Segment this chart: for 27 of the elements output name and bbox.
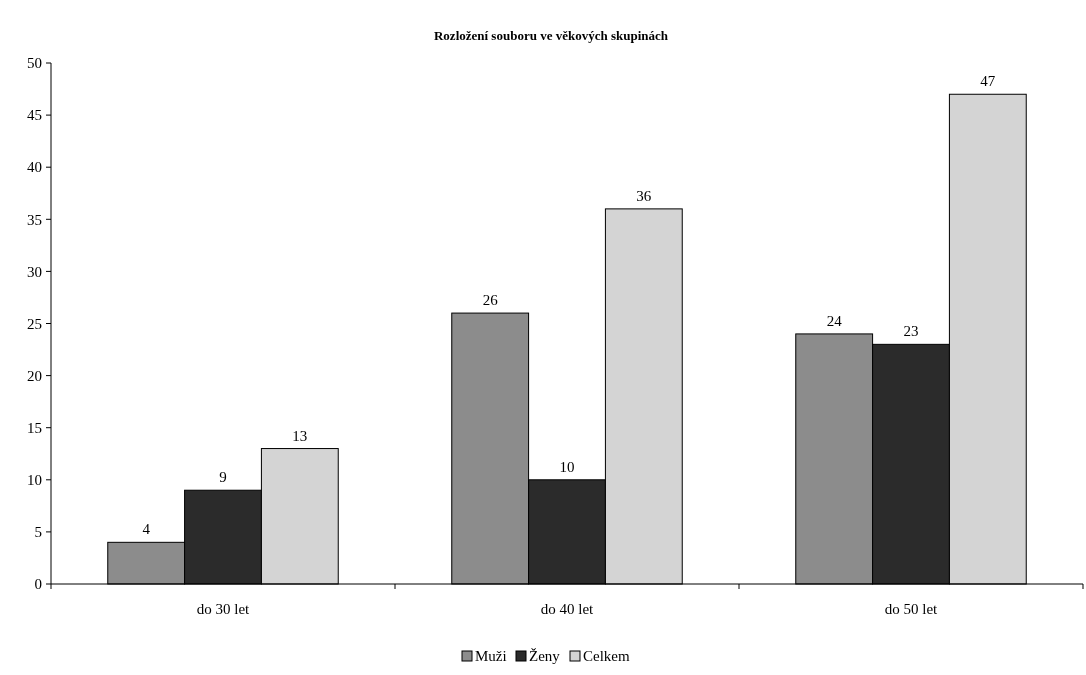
x-tick-label: do 40 let [540,601,595,617]
y-tick-label: 30 [27,263,42,280]
y-tick-label: 45 [27,107,42,124]
data-label: 24 [826,312,843,329]
x-tick-label: do 50 let [884,601,939,617]
y-tick-label: 0 [34,576,42,593]
data-label: 23 [903,323,919,340]
y-tick-label: 15 [27,419,42,436]
data-label: 26 [482,292,499,309]
y-tick-label: 5 [34,524,42,541]
y-tick-label: 50 [27,55,42,72]
x-tick-label: do 30 let [196,601,251,617]
legend-label: Celkem [583,648,630,664]
y-tick-label: 10 [27,472,42,489]
data-label: 10 [559,458,575,475]
y-tick-label: 25 [27,315,42,332]
data-label: 4 [142,521,151,538]
legend-label: Muži [475,648,507,664]
chart-title: Rozložení souboru ve věkových skupinách [433,28,669,43]
y-tick-label: 20 [27,367,42,384]
y-tick-label: 40 [27,159,42,176]
data-label: 36 [636,187,652,204]
data-label: 9 [219,469,227,486]
legend-label: Ženy [529,648,561,664]
y-tick-label: 35 [27,211,42,228]
data-label: 47 [980,73,996,90]
data-label: 13 [292,427,308,444]
